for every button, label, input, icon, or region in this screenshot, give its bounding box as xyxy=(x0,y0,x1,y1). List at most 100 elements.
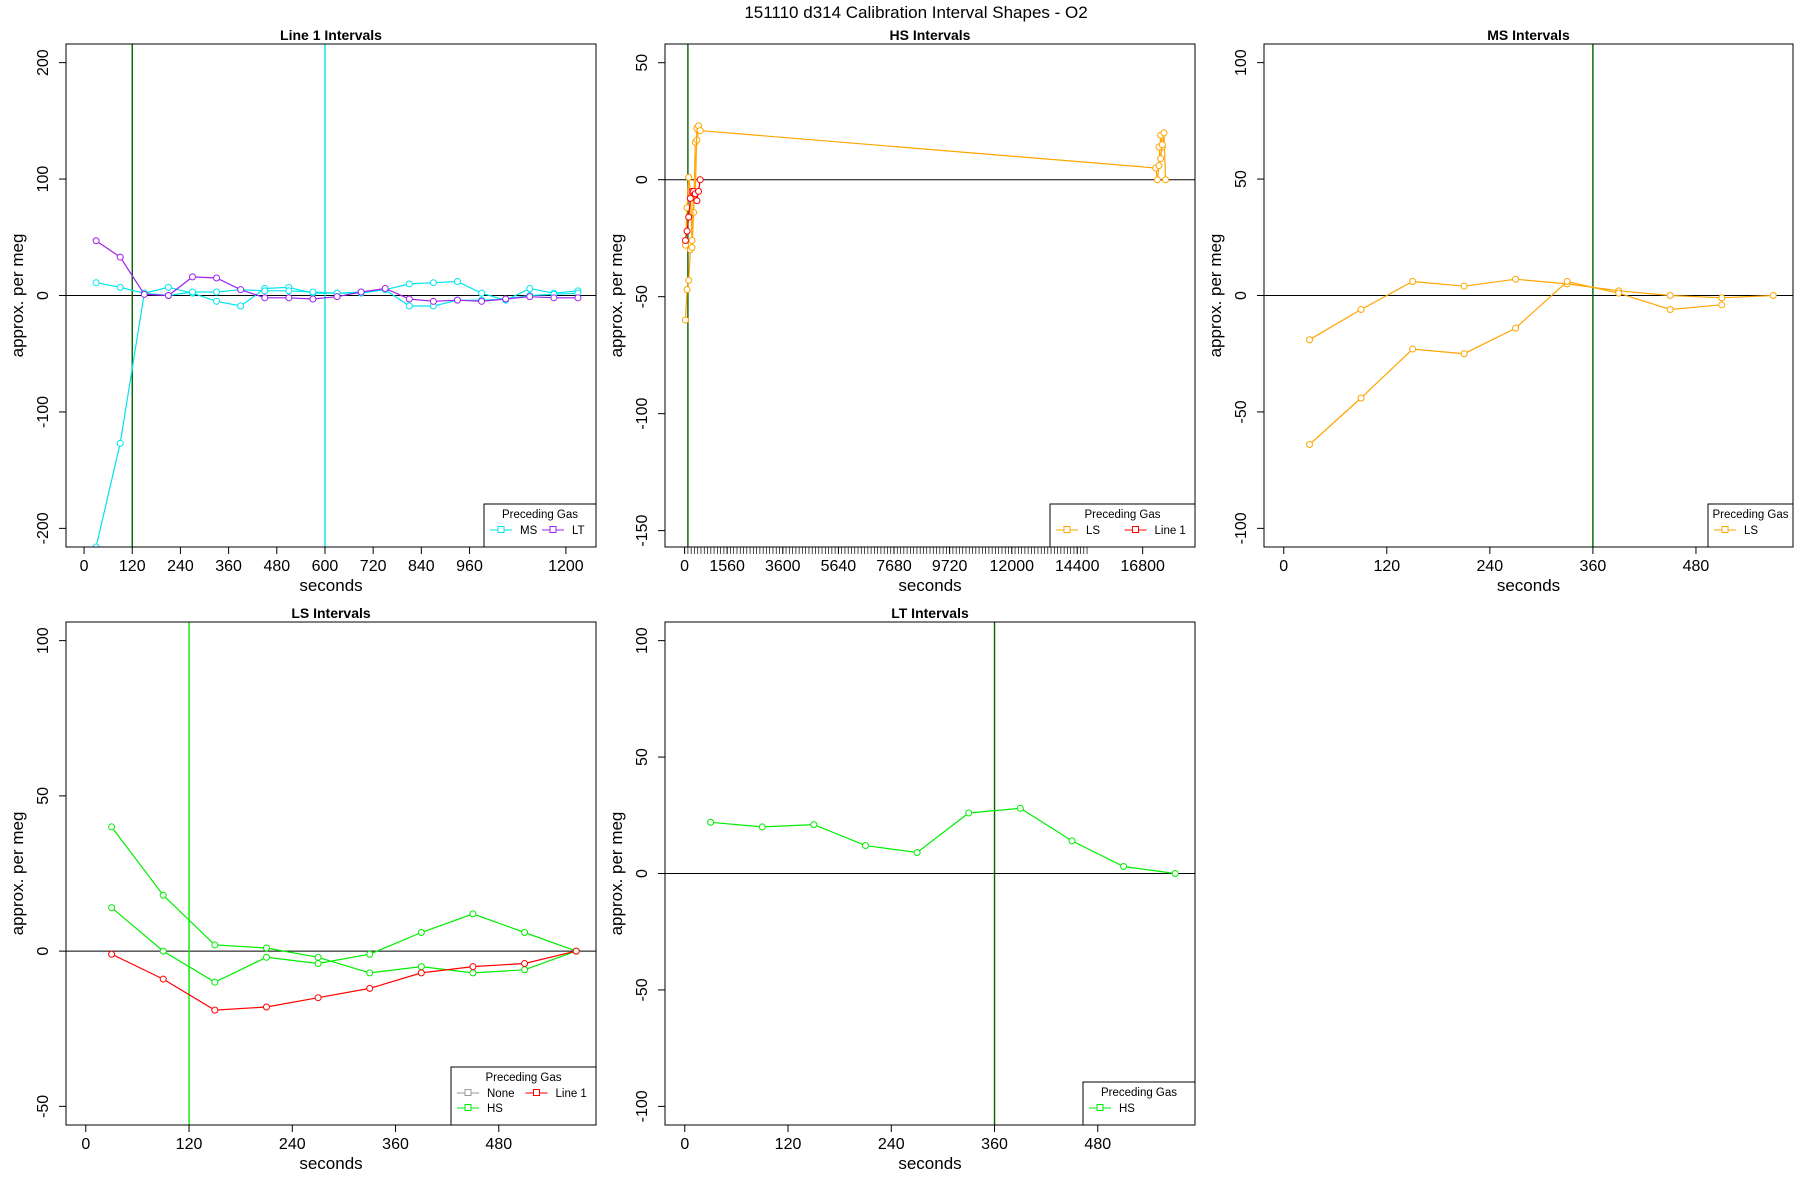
legend-swatch-marker xyxy=(549,526,557,533)
y-tick-label: 100 xyxy=(35,627,52,654)
data-point xyxy=(696,176,704,184)
x-tick-label: 720 xyxy=(360,558,387,575)
data-point xyxy=(469,910,477,918)
data-point xyxy=(381,285,389,293)
legend-entry-lt: LT xyxy=(572,525,585,537)
x-tick-label: 480 xyxy=(1084,1136,1111,1153)
panel-title: MS Intervals xyxy=(1487,27,1570,43)
plot-area xyxy=(66,44,596,547)
data-point xyxy=(478,297,486,305)
data-point xyxy=(681,316,689,324)
x-tick-label: 600 xyxy=(312,558,339,575)
data-point xyxy=(572,947,580,955)
data-point xyxy=(164,292,172,299)
data-point xyxy=(211,978,219,986)
data-point xyxy=(92,237,100,245)
x-tick-label: 480 xyxy=(485,1136,512,1153)
data-point xyxy=(1512,324,1520,332)
data-point xyxy=(1718,294,1726,302)
data-point xyxy=(1306,336,1314,344)
series-line-ls xyxy=(684,124,1167,246)
data-point xyxy=(1160,129,1168,137)
data-point xyxy=(188,288,196,296)
data-point xyxy=(1153,176,1161,184)
y-tick-label: 0 xyxy=(1233,291,1250,300)
legend-swatch-marker xyxy=(1721,526,1729,533)
legend: Preceding Gas LS xyxy=(1707,503,1794,548)
series-line-hs xyxy=(710,807,1176,875)
data-point xyxy=(1068,837,1076,845)
data-point xyxy=(810,821,818,829)
legend-swatch-marker xyxy=(1132,526,1139,533)
data-point xyxy=(1158,141,1166,149)
data-point xyxy=(405,280,413,288)
figure-title: 151110 d314 Calibration Interval Shapes … xyxy=(744,3,1087,22)
x-tick-label: 360 xyxy=(382,1136,409,1153)
plot-area xyxy=(66,622,596,1125)
x-axis-label: seconds xyxy=(898,576,961,595)
x-tick-label: 840 xyxy=(408,558,435,575)
series-line-ls xyxy=(1309,280,1722,445)
data-point xyxy=(405,302,413,310)
data-point xyxy=(526,285,534,293)
panel-line1: Line 1 Intervals 0 120 240 360 480 600 720 840 96… xyxy=(8,27,597,595)
data-point xyxy=(1409,345,1417,353)
data-point xyxy=(188,273,196,281)
data-point xyxy=(405,295,413,303)
y-tick-label: -100 xyxy=(634,398,651,430)
x-tick-label: 360 xyxy=(215,558,242,575)
panel-ms: MS Intervals 0 120 240 360 480 seconds -100 -50 0… xyxy=(1206,27,1794,595)
data-point xyxy=(453,296,461,304)
data-point xyxy=(159,891,167,899)
x-tick-label: 120 xyxy=(1373,558,1400,575)
x-tick-label: 1560 xyxy=(709,558,745,575)
data-point xyxy=(861,842,869,850)
data-point xyxy=(1460,350,1468,358)
y-tick-label: 100 xyxy=(35,166,52,193)
data-point xyxy=(417,969,425,977)
legend-box xyxy=(1082,1081,1196,1126)
x-tick-label: 360 xyxy=(1580,558,1607,575)
y-axis-label: approx. per meg xyxy=(8,812,27,936)
y-tick-label: -100 xyxy=(35,396,52,428)
legend-entry-line-1: Line 1 xyxy=(1155,525,1186,537)
legend-box xyxy=(1049,503,1196,548)
data-point xyxy=(108,950,116,958)
y-tick-label: -50 xyxy=(35,1095,52,1118)
series-line-ms xyxy=(95,293,145,547)
y-tick-label: -100 xyxy=(1233,512,1250,544)
data-point xyxy=(309,288,317,296)
data-point xyxy=(314,994,322,1002)
x-axis-label: seconds xyxy=(1497,576,1560,595)
plot-frame xyxy=(65,621,597,1126)
x-tick-label: 9720 xyxy=(932,558,968,575)
data-point xyxy=(92,279,100,287)
data-point xyxy=(688,244,696,252)
plot-frame xyxy=(65,43,597,548)
data-point xyxy=(159,947,167,955)
legend-entry-ls: LS xyxy=(1086,525,1100,537)
data-point xyxy=(707,818,715,826)
y-tick-label: 50 xyxy=(634,54,651,72)
legend-entry-ls: LS xyxy=(1744,525,1758,537)
plot-area xyxy=(665,622,1195,1125)
series-line-hs xyxy=(111,907,577,983)
data-point xyxy=(521,966,529,974)
x-tick-label: 12000 xyxy=(990,558,1035,575)
legend-swatch-marker xyxy=(464,1089,472,1096)
data-point xyxy=(262,1003,270,1011)
y-tick-label: 100 xyxy=(1233,49,1250,76)
legend-box xyxy=(483,503,597,548)
data-point xyxy=(261,294,269,302)
legend: Preceding Gas LS Line 1 xyxy=(1049,503,1196,548)
data-point xyxy=(1718,301,1726,309)
y-axis-label: approx. per meg xyxy=(607,234,626,358)
data-point xyxy=(696,127,704,135)
legend-entry-hs: HS xyxy=(487,1103,503,1115)
data-point xyxy=(478,289,486,297)
data-point xyxy=(1016,804,1024,812)
legend-title: Preceding Gas xyxy=(1101,1087,1177,1099)
data-point xyxy=(1357,394,1365,402)
data-point xyxy=(1157,155,1165,163)
panel-title: Line 1 Intervals xyxy=(280,27,382,43)
